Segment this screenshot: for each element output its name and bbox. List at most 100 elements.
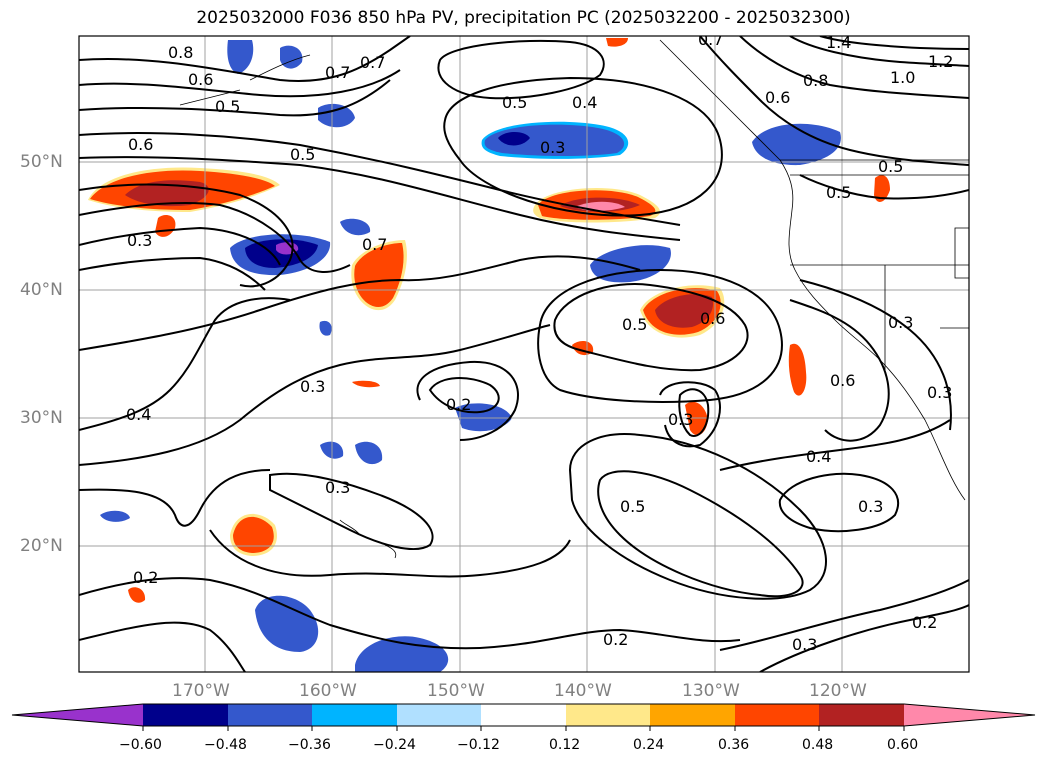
colorbar-extend-left [12, 704, 143, 726]
lat-label: 50°N [20, 152, 63, 172]
pv-contour [209, 529, 571, 578]
precip-patch [100, 510, 130, 522]
pv-contour [719, 579, 969, 651]
precip-patch [354, 243, 404, 308]
lat-label: 40°N [20, 280, 63, 300]
pv-contour [659, 381, 721, 448]
pv-contour [699, 36, 969, 166]
contour-label: 0.7 [698, 30, 723, 49]
contour-label: 0.6 [128, 135, 153, 154]
pv-contour [789, 299, 890, 442]
pv-contour [79, 36, 411, 82]
pv-contour [739, 36, 969, 99]
pv-contour [79, 469, 271, 527]
contour-label: 0.3 [792, 635, 817, 654]
contour-label: 0.3 [888, 313, 913, 332]
contour-label: 0.6 [700, 309, 725, 328]
pv-contour [79, 183, 294, 288]
lon-label: 150°W [427, 681, 485, 701]
contour-label: 0.3 [300, 377, 325, 396]
contour-label: 0.5 [502, 93, 527, 112]
precip-patch [255, 595, 319, 652]
lon-label: 130°W [682, 681, 740, 701]
pv-contour [799, 174, 969, 200]
contour-label: 0.4 [572, 93, 597, 112]
colorbar-segment [397, 704, 481, 726]
contour-label: 0.5 [290, 145, 315, 164]
colorbar-segment [650, 704, 735, 726]
pv-contour [799, 279, 952, 431]
pv-contour [79, 132, 681, 226]
contour-label: 0.3 [127, 231, 152, 250]
pv-contour [79, 621, 246, 672]
map-frame [78, 35, 970, 673]
contour-label: 0.3 [540, 138, 565, 157]
contour-label: 0.5 [620, 497, 645, 516]
contour-label: 0.6 [188, 70, 213, 89]
pv-contour [553, 283, 749, 372]
lon-label: 120°W [809, 681, 867, 701]
colorbar-segment [143, 704, 228, 726]
colorbar-tick-label: −0.12 [457, 737, 500, 753]
contour-label: 0.2 [133, 568, 158, 587]
pv-contour [79, 256, 266, 291]
colorbar-tick-label: −0.36 [288, 737, 331, 753]
contour-label: 0.5 [215, 97, 240, 116]
precip-patch [340, 218, 371, 236]
contour-label: 0.7 [360, 53, 385, 72]
contour-label: 0.4 [126, 405, 151, 424]
precip-patch [128, 587, 146, 603]
contour-labels: 0.8 0.6 0.5 0.7 0.7 0.6 0.5 0.3 0.7 0.5 … [126, 30, 953, 654]
colorbar-extend-right [904, 704, 1035, 726]
pv-contour [269, 472, 434, 551]
colorbar-segment [481, 704, 566, 726]
pv-contour [79, 255, 641, 351]
contour-label: 0.3 [858, 497, 883, 516]
colorbar-tick-label: −0.24 [373, 737, 416, 753]
contour-label: 0.8 [803, 71, 828, 90]
pv-contour [678, 388, 710, 437]
colorbar [11, 703, 1036, 731]
precip-patch [590, 245, 671, 283]
precip-patch [655, 294, 714, 328]
contour-label: 1.0 [890, 68, 915, 87]
colorbar-tick-label: 0.60 [887, 737, 919, 753]
precip-patches [88, 38, 890, 672]
precip-patch [318, 103, 355, 128]
contour-label: 0.5 [878, 157, 903, 176]
pv-contour [79, 156, 681, 241]
coastlines [179, 39, 969, 559]
pv-contour [537, 268, 783, 403]
contour-label: 1.4 [826, 33, 851, 52]
lat-label: 20°N [20, 536, 63, 556]
pv-contour [79, 226, 281, 266]
gridlines [79, 36, 969, 672]
contour-label: 0.8 [168, 43, 193, 62]
colorbar-segment [819, 704, 904, 726]
contour-label: 0.3 [668, 410, 693, 429]
colorbar-segment [228, 704, 312, 726]
colorbar-tick-label: 0.36 [718, 737, 750, 753]
pv-contour [778, 472, 900, 533]
pv-contour [819, 36, 969, 50]
contour-label: 0.5 [826, 183, 851, 202]
colorbar-tick-label: −0.60 [119, 737, 162, 753]
contour-label: 1.2 [928, 52, 953, 71]
pv-contour [79, 202, 351, 273]
lon-label: 160°W [299, 681, 357, 701]
pv-contour [443, 76, 723, 217]
precip-patch [355, 441, 383, 465]
pv-contour [79, 79, 391, 117]
pv-contours [79, 36, 969, 672]
precip-patch [227, 40, 254, 74]
pv-contour [79, 324, 551, 466]
pv-contour [719, 419, 951, 471]
pv-contour [789, 36, 969, 67]
colorbar-tick-label: −0.48 [204, 737, 247, 753]
colorbar-tick-label: 0.48 [802, 737, 834, 753]
pv-contour [597, 470, 804, 598]
colorbar-segment [312, 704, 397, 726]
contour-label: 0.2 [912, 613, 937, 632]
precip-patch [455, 403, 512, 432]
